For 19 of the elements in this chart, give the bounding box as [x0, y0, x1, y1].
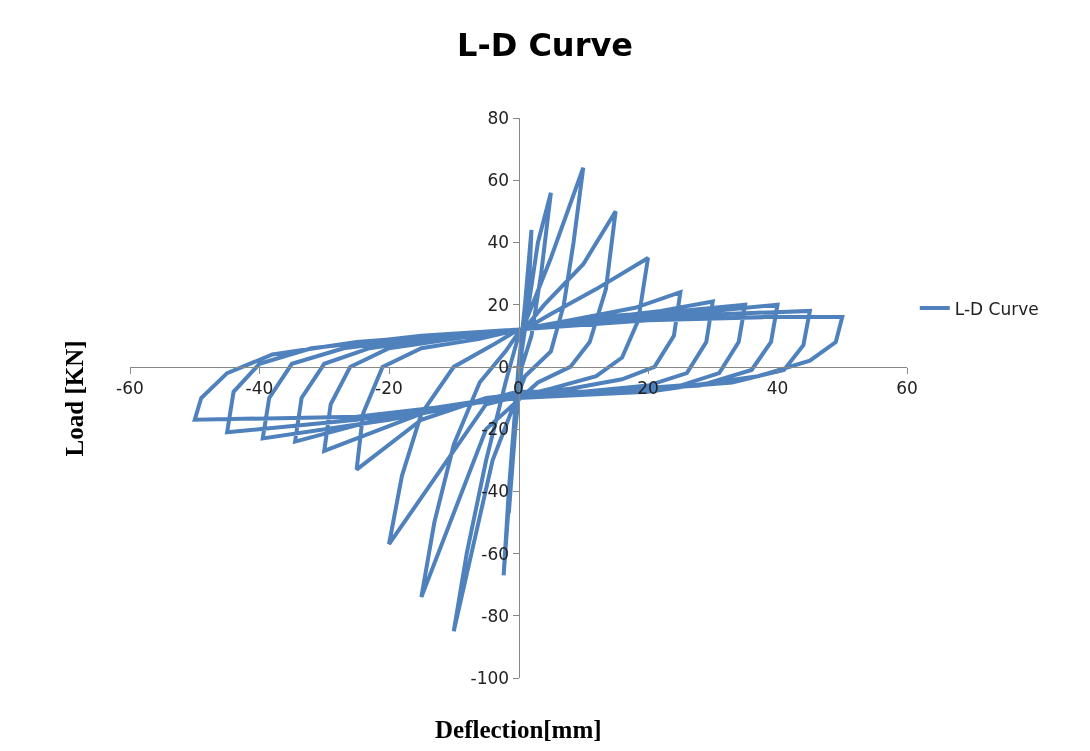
- x-tick-label: -60: [116, 378, 144, 399]
- y-axis-title: Load [KN]: [61, 340, 89, 457]
- y-tick-label: 80: [487, 107, 510, 128]
- y-tick-label: -80: [481, 605, 510, 626]
- x-tick-label: 60: [896, 378, 918, 399]
- x-tick-label: -20: [375, 378, 403, 399]
- y-tick-label: 60: [487, 170, 510, 191]
- y-tick-label: 40: [487, 232, 510, 253]
- x-axis-title: Deflection[mm]: [435, 716, 602, 743]
- chart-title: L-D Curve: [457, 26, 633, 65]
- x-tick-label: 40: [766, 378, 789, 399]
- x-tick-label: -40: [245, 378, 274, 399]
- line-series: [192, 165, 845, 634]
- legend-label: L-D Curve: [954, 298, 1039, 319]
- y-tick-label: -100: [470, 667, 510, 688]
- x-tick-label: 20: [637, 378, 659, 399]
- y-tick-label: 0: [498, 356, 510, 377]
- y-tick-label: 20: [487, 294, 510, 315]
- x-tick-label: 0: [513, 378, 524, 399]
